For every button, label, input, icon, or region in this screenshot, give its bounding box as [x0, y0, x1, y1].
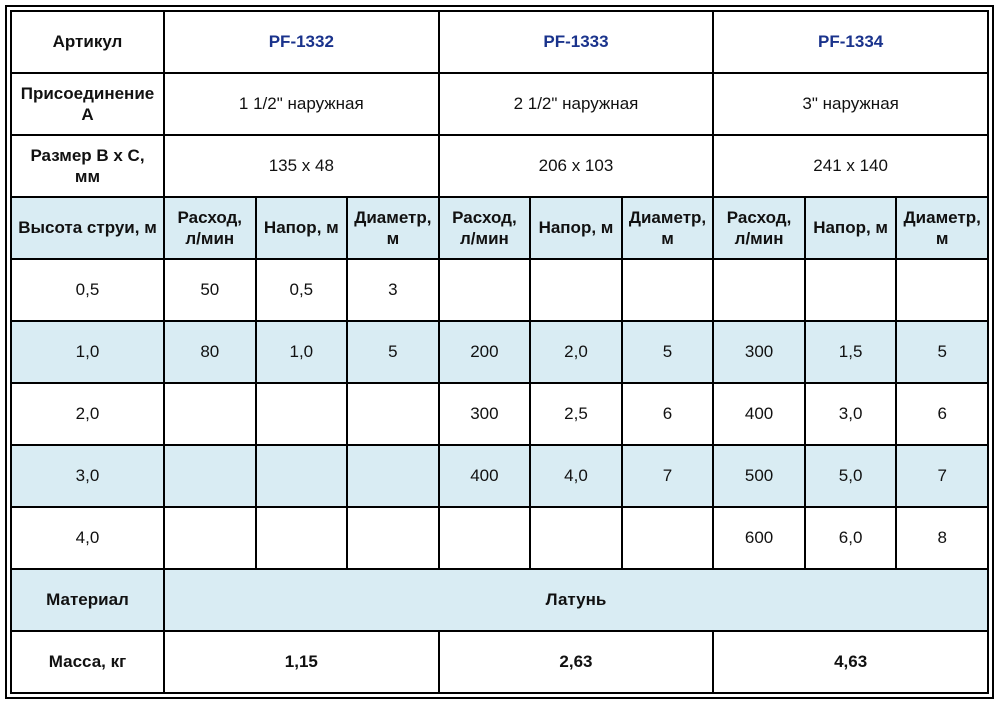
data-cell [803, 258, 898, 322]
size-row: Размер B x C, мм 135 x 48 206 x 103 241 … [10, 134, 989, 198]
data-cell: 7 [620, 444, 715, 508]
row-label-article: Артикул [10, 10, 165, 74]
data-cell [437, 258, 532, 322]
size-value: 206 x 103 [437, 134, 715, 198]
column-header-diameter: Диаметр, м [895, 196, 989, 260]
table-row: 0,5 50 0,5 3 [10, 258, 989, 322]
article-pf-1333: PF-1333 [437, 10, 715, 74]
data-cell: 4,0 [529, 444, 623, 508]
data-cell: 300 [712, 320, 806, 384]
row-label-connection: Присоединение А [10, 72, 165, 136]
data-cell: 200 [437, 320, 532, 384]
data-cell [163, 382, 257, 446]
data-cell: 2,5 [529, 382, 623, 446]
column-header-row: Высота струи, м Расход, л/мин Напор, м Д… [10, 196, 989, 260]
material-row: Материал Латунь [10, 568, 989, 632]
size-value: 241 x 140 [712, 134, 989, 198]
data-cell: 5 [620, 320, 715, 384]
row-label-jet-height: Высота струи, м [10, 196, 165, 260]
data-cell: 500 [712, 444, 806, 508]
product-spec-table: Артикул PF-1332 PF-1333 PF-1334 Присоеди… [10, 10, 989, 694]
data-cell [620, 258, 715, 322]
jet-height-value: 0,5 [10, 258, 165, 322]
article-row: Артикул PF-1332 PF-1333 PF-1334 [10, 10, 989, 74]
data-cell: 3,0 [803, 382, 898, 446]
jet-height-value: 2,0 [10, 382, 165, 446]
data-cell [254, 382, 349, 446]
jet-height-value: 1,0 [10, 320, 165, 384]
data-cell: 600 [712, 506, 806, 570]
mass-value: 2,63 [437, 630, 715, 694]
data-cell: 1,0 [254, 320, 349, 384]
data-cell: 400 [712, 382, 806, 446]
data-cell: 400 [437, 444, 532, 508]
mass-row: Масса, кг 1,15 2,63 4,63 [10, 630, 989, 694]
article-pf-1332: PF-1332 [163, 10, 440, 74]
data-cell [254, 506, 349, 570]
column-header-flow: Расход, л/мин [712, 196, 806, 260]
data-cell [895, 258, 989, 322]
data-cell [254, 444, 349, 508]
row-label-size: Размер B x C, мм [10, 134, 165, 198]
table-row: 3,0 400 4,0 7 500 5,0 7 [10, 444, 989, 508]
material-value: Латунь [163, 568, 989, 632]
data-cell: 3 [346, 258, 440, 322]
column-header-diameter: Диаметр, м [346, 196, 440, 260]
mass-value: 1,15 [163, 630, 440, 694]
data-cell [346, 382, 440, 446]
column-header-head: Напор, м [254, 196, 349, 260]
data-cell: 0,5 [254, 258, 349, 322]
data-cell: 80 [163, 320, 257, 384]
data-cell: 1,5 [803, 320, 898, 384]
jet-height-value: 3,0 [10, 444, 165, 508]
data-cell: 7 [895, 444, 989, 508]
data-cell: 6 [895, 382, 989, 446]
connection-value: 3" наружная [712, 72, 989, 136]
connection-value: 2 1/2" наружная [437, 72, 715, 136]
article-pf-1334: PF-1334 [712, 10, 989, 74]
column-header-flow: Расход, л/мин [437, 196, 532, 260]
data-cell: 2,0 [529, 320, 623, 384]
column-header-head: Напор, м [529, 196, 623, 260]
data-cell: 6 [620, 382, 715, 446]
row-label-mass: Масса, кг [10, 630, 165, 694]
data-cell [163, 444, 257, 508]
data-cell: 50 [163, 258, 257, 322]
column-header-head: Напор, м [803, 196, 898, 260]
data-cell [529, 258, 623, 322]
table-row: 2,0 300 2,5 6 400 3,0 6 [10, 382, 989, 446]
jet-height-value: 4,0 [10, 506, 165, 570]
spec-table-frame: Артикул PF-1332 PF-1333 PF-1334 Присоеди… [5, 5, 994, 699]
data-cell [529, 506, 623, 570]
data-cell [346, 444, 440, 508]
row-label-material: Материал [10, 568, 165, 632]
column-header-flow: Расход, л/мин [163, 196, 257, 260]
connection-value: 1 1/2" наружная [163, 72, 440, 136]
data-cell [712, 258, 806, 322]
data-cell: 5,0 [803, 444, 898, 508]
data-cell: 5 [895, 320, 989, 384]
data-cell [346, 506, 440, 570]
data-cell [163, 506, 257, 570]
table-row: 4,0 600 6,0 8 [10, 506, 989, 570]
column-header-diameter: Диаметр, м [620, 196, 715, 260]
data-cell: 8 [895, 506, 989, 570]
data-cell [620, 506, 715, 570]
data-cell [437, 506, 532, 570]
data-cell: 6,0 [803, 506, 898, 570]
data-cell: 5 [346, 320, 440, 384]
size-value: 135 x 48 [163, 134, 440, 198]
mass-value: 4,63 [712, 630, 989, 694]
connection-row: Присоединение А 1 1/2" наружная 2 1/2" н… [10, 72, 989, 136]
data-cell: 300 [437, 382, 532, 446]
table-row: 1,0 80 1,0 5 200 2,0 5 300 1,5 5 [10, 320, 989, 384]
